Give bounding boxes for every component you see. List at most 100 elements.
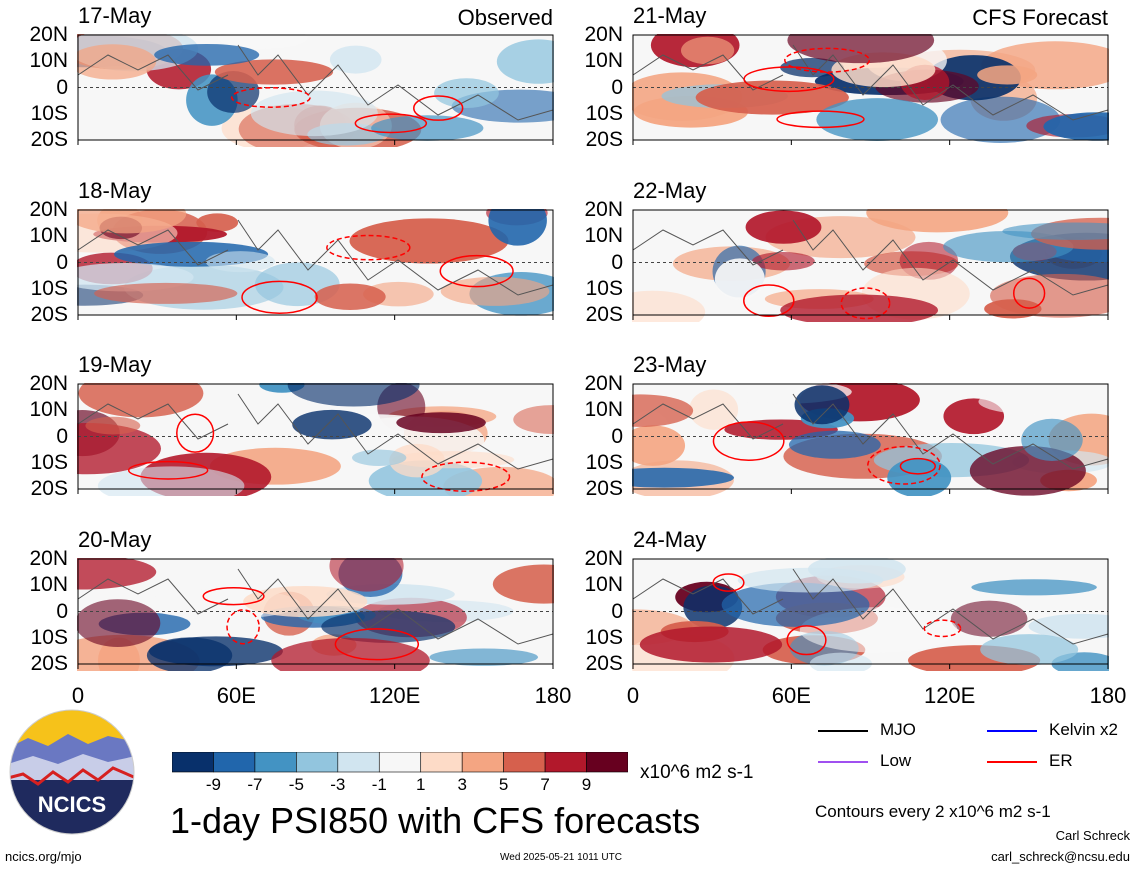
field-blob: [154, 43, 260, 66]
er-contour: [176, 413, 215, 453]
timestamp: Wed 2025-05-21 1011 UTC: [500, 852, 622, 863]
colorbar-swatch: [503, 752, 546, 773]
er-contour: [421, 461, 511, 492]
coastline: [632, 219, 1109, 296]
field-blob: [978, 388, 1105, 415]
field-blob: [196, 213, 239, 232]
field-blob: [866, 209, 1009, 233]
colorbar-tick-label: -5: [288, 775, 304, 794]
er-contour: [326, 234, 411, 261]
y-tick-label: 20S: [30, 303, 68, 326]
field-blob: [349, 218, 509, 264]
x-tick-label: 60E: [216, 683, 256, 708]
y-tick-label: 20S: [585, 652, 623, 675]
er-contour: [334, 628, 420, 661]
field-blob: [217, 34, 308, 49]
field-blob: [85, 416, 141, 435]
field-blob: [752, 252, 815, 271]
field-blob: [632, 394, 694, 427]
legend-line: [987, 730, 1037, 732]
field-blob: [250, 90, 378, 137]
field-blob: [321, 610, 456, 643]
field-blob: [496, 39, 554, 84]
y-tick-label: 10N: [29, 398, 68, 422]
field-blob: [940, 96, 1061, 143]
field-blob: [488, 209, 547, 246]
y-tick-label: 20S: [30, 652, 68, 675]
panel-date: 20-May: [78, 527, 152, 552]
field-blob: [214, 59, 334, 85]
observed-label: Observed: [457, 5, 553, 30]
field-blob: [1043, 112, 1109, 141]
forecast-label: CFS Forecast: [972, 5, 1108, 30]
colorbar-tick-label: -9: [205, 775, 222, 794]
map-panel: [632, 383, 1109, 496]
y-tick-label: 20S: [585, 128, 623, 151]
map-panel: [77, 383, 554, 496]
field-blob: [721, 582, 870, 627]
colorbar-units: x10^6 m2 s-1: [640, 762, 754, 783]
field-blob: [787, 34, 935, 64]
field-blob: [632, 290, 706, 322]
y-tick-label: 10S: [30, 276, 68, 300]
y-tick-label: 20S: [30, 477, 68, 500]
field-blob: [680, 36, 735, 65]
panel-date: 23-May: [633, 352, 707, 377]
field-blob: [632, 425, 686, 466]
y-tick-label: 10N: [584, 398, 623, 422]
y-tick-label: 20N: [584, 547, 623, 570]
y-tick-label: 20N: [584, 23, 623, 46]
y-tick-label: 0: [611, 75, 623, 99]
y-tick-label: 10N: [29, 224, 68, 248]
er-contour: [1013, 277, 1046, 309]
coastline: [77, 393, 554, 470]
y-tick-label: 10N: [584, 573, 623, 597]
x-tick-label: 60E: [771, 683, 811, 708]
x-tick-label: 120E: [923, 683, 976, 708]
colorbar-tick-label: 3: [457, 775, 467, 794]
y-tick-label: 0: [56, 75, 68, 99]
colorbar: [172, 752, 628, 773]
y-tick-label: 10S: [30, 450, 68, 474]
y-tick-label: 10S: [585, 276, 623, 300]
colorbar-tick-label: 1: [415, 775, 426, 794]
field-blob: [94, 282, 238, 304]
y-tick-label: 10S: [585, 450, 623, 474]
logo-text: NCICS: [38, 792, 106, 817]
field-blob: [632, 467, 734, 488]
y-tick-label: 20N: [29, 372, 68, 395]
field-blob: [714, 258, 765, 300]
field-blob: [492, 564, 554, 604]
y-tick-label: 10N: [584, 49, 623, 73]
y-tick-label: 10N: [29, 573, 68, 597]
colorbar-swatch: [254, 752, 297, 773]
legend-label: Low: [880, 751, 912, 770]
coastline: [77, 44, 554, 121]
panel-date: 17-May: [78, 3, 152, 28]
colorbar-swatch: [337, 752, 380, 773]
colorbar-swatch: [378, 752, 422, 773]
field-blob: [737, 567, 884, 593]
ncics-logo: NCICS: [9, 709, 135, 835]
panel-date: 18-May: [78, 178, 152, 203]
field-blob: [146, 637, 233, 671]
field-blob: [816, 98, 939, 142]
y-tick-label: 0: [611, 250, 623, 274]
field-blob: [1028, 613, 1109, 639]
figure-title: 1-day PSI850 with CFS forecasts: [170, 800, 701, 841]
y-tick-label: 0: [56, 424, 68, 448]
y-tick-label: 10S: [585, 101, 623, 125]
colorbar-tick-label: 9: [581, 775, 592, 794]
field-blob: [513, 405, 554, 435]
y-tick-label: 10S: [585, 625, 623, 649]
er-contour: [354, 113, 428, 134]
field-blob: [287, 383, 420, 407]
colorbar-swatch: [296, 752, 339, 773]
y-tick-label: 0: [56, 599, 68, 623]
legend-label: Kelvin x2: [1049, 720, 1118, 739]
email: carl_schreck@ncsu.edu: [991, 849, 1130, 864]
er-contour: [241, 280, 318, 314]
colorbar-swatch: [544, 752, 587, 773]
y-tick-label: 20S: [585, 303, 623, 326]
map-panel: [77, 34, 554, 147]
